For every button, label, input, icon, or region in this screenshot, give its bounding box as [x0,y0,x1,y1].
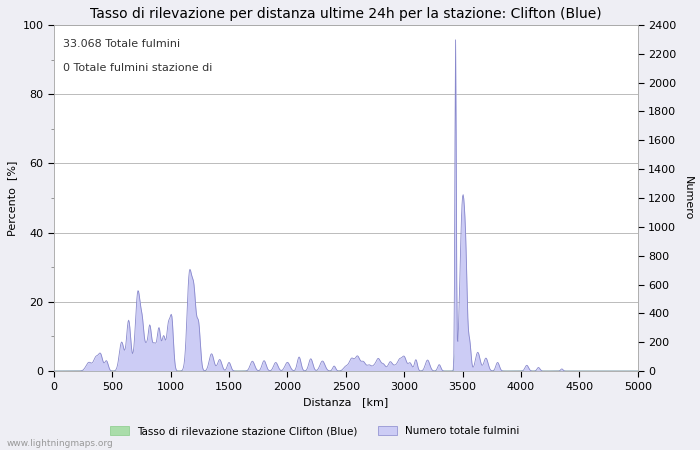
Text: 33.068 Totale fulmini: 33.068 Totale fulmini [63,39,180,49]
Text: 0 Totale fulmini stazione di: 0 Totale fulmini stazione di [63,63,212,73]
Title: Tasso di rilevazione per distanza ultime 24h per la stazione: Clifton (Blue): Tasso di rilevazione per distanza ultime… [90,7,601,21]
Y-axis label: Numero: Numero [683,176,693,220]
Text: www.lightningmaps.org: www.lightningmaps.org [7,439,113,448]
Y-axis label: Percento  [%]: Percento [%] [7,160,17,236]
Legend: Tasso di rilevazione stazione Clifton (Blue), Numero totale fulmini: Tasso di rilevazione stazione Clifton (B… [106,422,524,440]
X-axis label: Distanza   [km]: Distanza [km] [303,397,389,407]
